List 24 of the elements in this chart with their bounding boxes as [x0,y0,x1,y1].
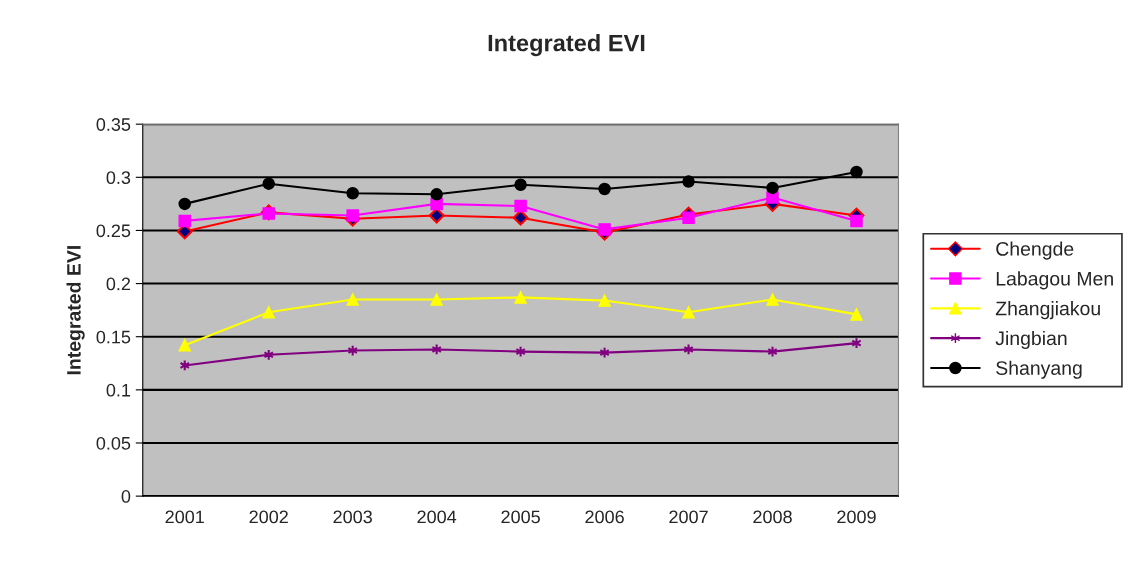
y-tick-label: 0.1 [106,383,131,397]
y-tick-label: 0.35 [96,118,131,131]
legend-label: Zhangjiakou [995,301,1100,320]
x-tick-label: 2005 [501,510,540,524]
x-tick-label: 2007 [669,510,708,524]
x-tick-label: 2009 [837,510,876,524]
legend-label: Labagou Men [996,271,1113,290]
legend-label: Shanyang [996,360,1082,379]
y-tick-label: 0 [121,490,131,503]
legend-label: Jingbian [995,330,1067,349]
x-tick-label: 2008 [753,510,792,524]
x-tick-label: 2002 [249,510,288,524]
y-axis-title: Integrated EVI [66,246,85,375]
x-tick-label: 2004 [417,510,457,524]
legend-label: Chengde [996,241,1074,260]
y-tick-label: 0.05 [96,436,131,450]
y-tick-label: 0.3 [106,171,131,185]
x-tick-label: 2001 [165,510,204,524]
chart-title: Integrated EVI [488,34,645,57]
x-tick-label: 2006 [585,510,624,524]
y-tick-label: 0.15 [96,330,131,344]
y-tick-label: 0.2 [106,277,131,291]
y-tick-label: 0.25 [96,224,131,238]
x-tick-label: 2003 [333,510,372,524]
